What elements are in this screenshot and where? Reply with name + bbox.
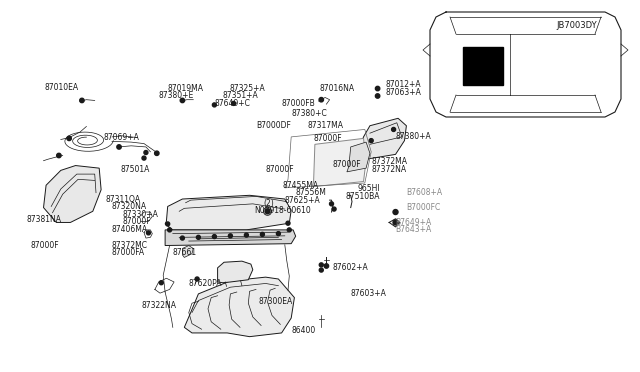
Circle shape (155, 151, 159, 155)
Text: 87000FA: 87000FA (112, 248, 145, 257)
Text: N08918-60610: N08918-60610 (255, 206, 312, 215)
Circle shape (324, 264, 328, 268)
Text: 87649+C: 87649+C (214, 99, 250, 108)
Circle shape (376, 86, 380, 91)
Circle shape (195, 277, 199, 281)
Circle shape (393, 220, 398, 225)
Text: 87000F: 87000F (31, 241, 60, 250)
Text: 87620PA: 87620PA (189, 279, 222, 288)
Text: 87063+A: 87063+A (385, 88, 421, 97)
Circle shape (287, 228, 291, 232)
Text: 87372MA: 87372MA (371, 157, 407, 166)
Text: 87372MC: 87372MC (112, 241, 148, 250)
Circle shape (319, 268, 323, 272)
Text: 87000FB: 87000FB (282, 99, 316, 108)
Text: 87330+A: 87330+A (123, 210, 159, 219)
Circle shape (319, 263, 323, 267)
Circle shape (392, 128, 396, 131)
Text: 87311QA: 87311QA (106, 195, 141, 204)
Polygon shape (165, 230, 296, 246)
Circle shape (212, 235, 216, 238)
Polygon shape (182, 246, 193, 257)
Circle shape (180, 98, 184, 103)
Circle shape (166, 222, 170, 226)
Polygon shape (44, 166, 101, 222)
Circle shape (196, 235, 200, 239)
Circle shape (142, 156, 146, 160)
Text: 965HI: 965HI (357, 185, 380, 193)
Text: 87300EA: 87300EA (258, 297, 292, 306)
Circle shape (286, 221, 290, 225)
Text: 87000F: 87000F (266, 165, 294, 174)
Text: 87000F: 87000F (123, 217, 152, 226)
Circle shape (260, 232, 264, 236)
Circle shape (264, 207, 271, 215)
Text: 87455MA: 87455MA (283, 181, 319, 190)
Circle shape (376, 94, 380, 98)
Text: 87016NA: 87016NA (320, 84, 355, 93)
Text: 87625+A: 87625+A (285, 196, 321, 205)
Circle shape (144, 151, 148, 154)
Text: 87501A: 87501A (120, 165, 150, 174)
Text: 87381NA: 87381NA (27, 215, 62, 224)
Text: 86400: 86400 (291, 326, 316, 335)
Text: B7608+A: B7608+A (406, 188, 442, 197)
Circle shape (228, 234, 232, 238)
Text: 87012+A: 87012+A (385, 80, 421, 89)
Text: 87351+A: 87351+A (223, 92, 259, 100)
Text: 87322NA: 87322NA (141, 301, 176, 310)
Text: 87317MA: 87317MA (307, 121, 343, 130)
Circle shape (212, 103, 216, 107)
Text: 87603+A: 87603+A (351, 289, 387, 298)
Text: 87000F: 87000F (333, 160, 362, 169)
Circle shape (232, 102, 236, 105)
Text: B7649+A: B7649+A (396, 218, 432, 227)
Text: 87380+E: 87380+E (159, 92, 194, 100)
Text: 87510BA: 87510BA (346, 192, 380, 201)
Polygon shape (218, 261, 253, 283)
Text: 87320NA: 87320NA (112, 202, 147, 211)
Circle shape (393, 209, 398, 215)
Text: 87000F: 87000F (314, 134, 342, 143)
Circle shape (168, 228, 172, 232)
Circle shape (159, 281, 163, 285)
Text: 87019MA: 87019MA (168, 84, 204, 93)
Text: 87380+C: 87380+C (291, 109, 327, 118)
Text: B7000DF: B7000DF (256, 121, 291, 130)
Polygon shape (312, 138, 366, 187)
Circle shape (276, 232, 280, 235)
Circle shape (180, 236, 184, 240)
Circle shape (147, 231, 150, 235)
Circle shape (117, 145, 121, 149)
Text: (2): (2) (264, 199, 275, 208)
Polygon shape (184, 277, 294, 337)
Circle shape (265, 209, 270, 214)
Circle shape (57, 153, 61, 158)
Text: 87325+A: 87325+A (229, 84, 265, 93)
Circle shape (244, 233, 248, 237)
Text: JB7003DY: JB7003DY (557, 21, 597, 30)
Polygon shape (360, 118, 406, 159)
Text: 87010EA: 87010EA (45, 83, 79, 92)
Text: 87380+A: 87380+A (396, 132, 431, 141)
Circle shape (80, 98, 84, 103)
Text: B7000FC: B7000FC (406, 203, 441, 212)
Polygon shape (347, 142, 370, 172)
Text: 87069+A: 87069+A (104, 133, 140, 142)
Text: 87556M: 87556M (296, 188, 326, 197)
Text: B7643+A: B7643+A (396, 225, 432, 234)
Text: 87372NA: 87372NA (371, 165, 406, 174)
Circle shape (369, 139, 373, 142)
Circle shape (332, 207, 336, 211)
Bar (463, 47, 503, 85)
Text: 87406MA: 87406MA (112, 225, 148, 234)
Text: 87602+A: 87602+A (333, 263, 369, 272)
Circle shape (330, 202, 333, 206)
Circle shape (67, 136, 71, 141)
Text: 87661: 87661 (173, 248, 197, 257)
Circle shape (319, 97, 323, 102)
Polygon shape (165, 195, 291, 230)
